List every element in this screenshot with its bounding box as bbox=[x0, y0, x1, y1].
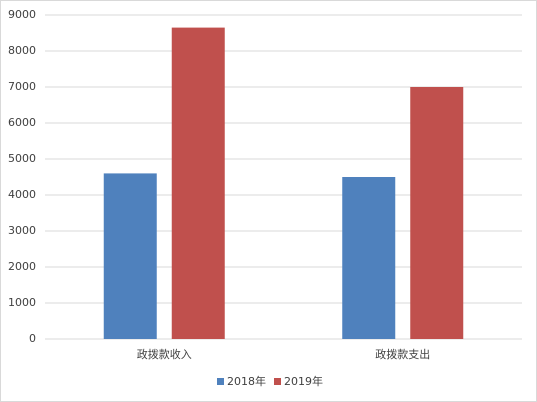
y-tick-label: 6000 bbox=[8, 116, 36, 129]
x-tick-label: 政拨款收入 bbox=[137, 347, 192, 361]
y-tick-label: 5000 bbox=[8, 152, 36, 165]
y-tick-label: 8000 bbox=[8, 44, 36, 57]
y-tick-label: 7000 bbox=[8, 80, 36, 93]
y-tick-label: 3000 bbox=[8, 224, 36, 237]
bar bbox=[171, 27, 225, 339]
bar bbox=[103, 173, 157, 339]
y-tick-label: 9000 bbox=[8, 8, 36, 21]
legend-swatch bbox=[217, 378, 224, 385]
y-tick-label: 2000 bbox=[8, 260, 36, 273]
bar bbox=[342, 177, 396, 339]
y-tick-label: 0 bbox=[29, 332, 36, 345]
legend-swatch bbox=[274, 378, 281, 385]
x-tick-label: 政拨款支出 bbox=[375, 347, 430, 361]
legend-label: 2019年 bbox=[284, 374, 323, 388]
legend-label: 2018年 bbox=[227, 374, 266, 388]
y-tick-label: 1000 bbox=[8, 296, 36, 309]
y-tick-label: 4000 bbox=[8, 188, 36, 201]
bar bbox=[410, 87, 464, 339]
